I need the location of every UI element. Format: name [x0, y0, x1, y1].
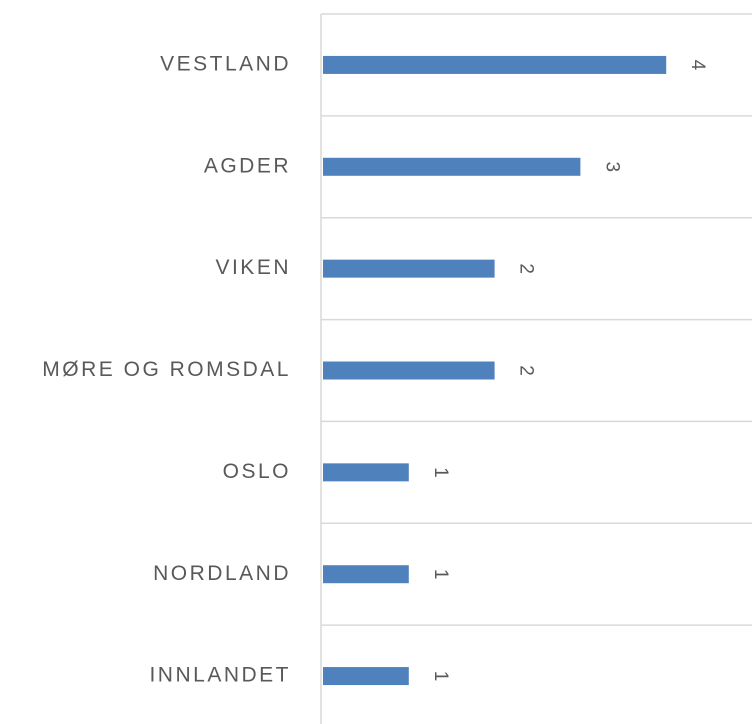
data-label: 3 — [601, 161, 622, 172]
y-tick-label: MØRE OG ROMSDAL — [42, 358, 291, 381]
bar — [323, 157, 581, 176]
data-label: 1 — [430, 467, 451, 478]
bar — [323, 565, 409, 584]
data-label: 1 — [430, 671, 451, 682]
data-label: 4 — [687, 60, 708, 71]
y-tick-label: AGDER — [204, 154, 291, 177]
bar — [323, 259, 495, 278]
y-tick-label: INNLANDET — [149, 664, 291, 687]
data-label: 2 — [516, 365, 537, 376]
y-tick-label: VESTLAND — [160, 52, 291, 75]
y-tick-label: OSLO — [223, 460, 291, 483]
bar — [323, 667, 409, 686]
bar — [323, 463, 409, 482]
bar — [323, 55, 667, 74]
y-tick-label: NORDLAND — [153, 562, 291, 585]
y-tick-label: VIKEN — [215, 256, 291, 279]
bar — [323, 361, 495, 380]
data-label: 2 — [516, 263, 537, 274]
data-label: 1 — [430, 569, 451, 580]
